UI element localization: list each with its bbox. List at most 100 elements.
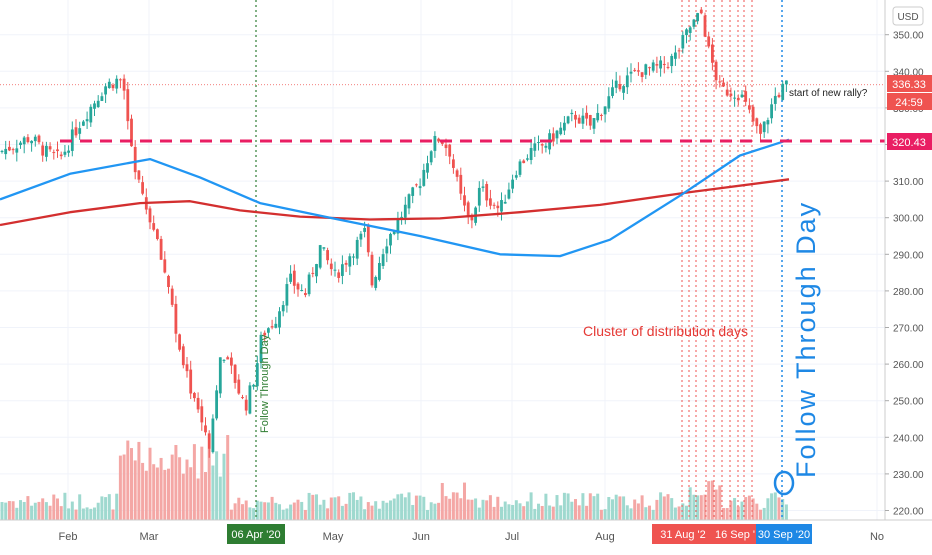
volume-bar bbox=[670, 498, 674, 520]
x-tick-label: May bbox=[323, 531, 344, 543]
y-tick-label: 290.00 bbox=[893, 250, 924, 261]
candle-body bbox=[133, 146, 137, 173]
candle-body bbox=[215, 390, 218, 419]
volume-bar bbox=[651, 509, 655, 520]
candle-body bbox=[204, 425, 207, 433]
candle-body bbox=[300, 290, 304, 292]
volume-bar bbox=[729, 500, 733, 520]
volume-bar bbox=[207, 448, 211, 520]
volume-bar bbox=[673, 507, 677, 520]
volume-bar bbox=[22, 501, 26, 520]
volume-bar bbox=[459, 498, 463, 520]
volume-bar bbox=[352, 492, 355, 520]
volume-bar bbox=[385, 502, 389, 520]
volume-bar bbox=[366, 502, 370, 520]
candle-body bbox=[52, 152, 56, 154]
y-tick-label: 220.00 bbox=[893, 507, 924, 518]
candle-body bbox=[407, 194, 411, 209]
volume-bar bbox=[403, 497, 407, 520]
volume-bar bbox=[470, 499, 474, 520]
volume-bar bbox=[710, 480, 714, 520]
volume-bar bbox=[7, 501, 11, 520]
candle-body bbox=[59, 154, 63, 157]
candle-body bbox=[544, 145, 548, 148]
volume-bar bbox=[381, 500, 385, 520]
volume-bar bbox=[233, 503, 237, 520]
candle-body bbox=[744, 91, 748, 102]
candle-body bbox=[670, 55, 674, 67]
volume-bar bbox=[307, 492, 311, 520]
candle-body bbox=[193, 393, 196, 399]
candle-body bbox=[600, 114, 603, 116]
candle-body bbox=[444, 144, 448, 149]
candle-body bbox=[625, 75, 629, 88]
volume-bar bbox=[400, 493, 404, 520]
volume-bar bbox=[725, 508, 729, 520]
volume-bar bbox=[503, 501, 507, 520]
volume-bar bbox=[30, 505, 34, 520]
candle-body bbox=[174, 303, 178, 334]
volume-bar bbox=[488, 495, 492, 520]
price-badge-label: 336.33 bbox=[892, 79, 926, 91]
volume-bar bbox=[477, 507, 481, 520]
countdown-label: 24:59 bbox=[895, 97, 923, 109]
candle-body bbox=[681, 35, 685, 49]
volume-bar bbox=[318, 504, 322, 520]
candle-body bbox=[130, 118, 133, 147]
volume-bar bbox=[326, 508, 330, 520]
x-tick-label: Aug bbox=[595, 531, 615, 543]
volume-bar bbox=[137, 441, 141, 520]
candle-body bbox=[507, 189, 511, 199]
volume-bar bbox=[437, 502, 441, 520]
candle-body bbox=[422, 169, 426, 186]
volume-bar bbox=[4, 502, 8, 520]
volume-bar bbox=[33, 502, 37, 520]
candle-body bbox=[651, 62, 655, 71]
volume-bar bbox=[248, 507, 252, 520]
volume-bar bbox=[363, 509, 367, 520]
volume-bar bbox=[548, 505, 552, 520]
volume-bar bbox=[755, 503, 759, 520]
volume-bar bbox=[570, 501, 574, 520]
candle-body bbox=[67, 150, 70, 153]
support-badge-label: 320.43 bbox=[892, 137, 926, 149]
volume-bar bbox=[537, 503, 540, 520]
price-axis[interactable]: 220.00 230.00 240.00 250.00 260.00 270.00 280.… bbox=[0, 0, 932, 521]
volume-bar bbox=[522, 506, 526, 520]
candle-body bbox=[500, 200, 503, 212]
volume-bar bbox=[426, 509, 429, 520]
currency-label: USD bbox=[897, 12, 918, 23]
volume-bar bbox=[185, 459, 189, 520]
candle-body bbox=[714, 61, 718, 81]
candle-body bbox=[577, 117, 581, 124]
volume-bar bbox=[696, 495, 700, 520]
y-tick-label: 340.00 bbox=[893, 67, 924, 78]
candle-body bbox=[137, 170, 141, 180]
volume-bar bbox=[11, 501, 15, 520]
volume-bar bbox=[222, 453, 226, 520]
candle-body bbox=[725, 89, 729, 96]
candle-body bbox=[111, 84, 115, 89]
volume-bar bbox=[226, 435, 230, 520]
candle-body bbox=[152, 223, 156, 230]
time-axis[interactable]: Feb Mar May Jun Jul Aug No bbox=[59, 531, 885, 543]
candle-body bbox=[226, 357, 230, 360]
candle-body bbox=[270, 326, 274, 328]
y-tick-label: 230.00 bbox=[893, 470, 924, 481]
volume-bar bbox=[340, 505, 344, 520]
volume-bar bbox=[485, 500, 489, 520]
vertical-marker-lines bbox=[0, 0, 885, 520]
currency-badge[interactable] bbox=[892, 6, 924, 26]
candle-body bbox=[729, 93, 733, 96]
volume-bar bbox=[440, 482, 444, 520]
volume-bar bbox=[744, 497, 748, 520]
candle-body bbox=[218, 357, 222, 394]
volume-bar bbox=[707, 481, 711, 520]
candle-body bbox=[655, 64, 659, 66]
volume-bar bbox=[244, 500, 248, 520]
candle-body bbox=[233, 364, 237, 383]
candle-body bbox=[19, 142, 22, 146]
candle-body bbox=[200, 406, 204, 423]
